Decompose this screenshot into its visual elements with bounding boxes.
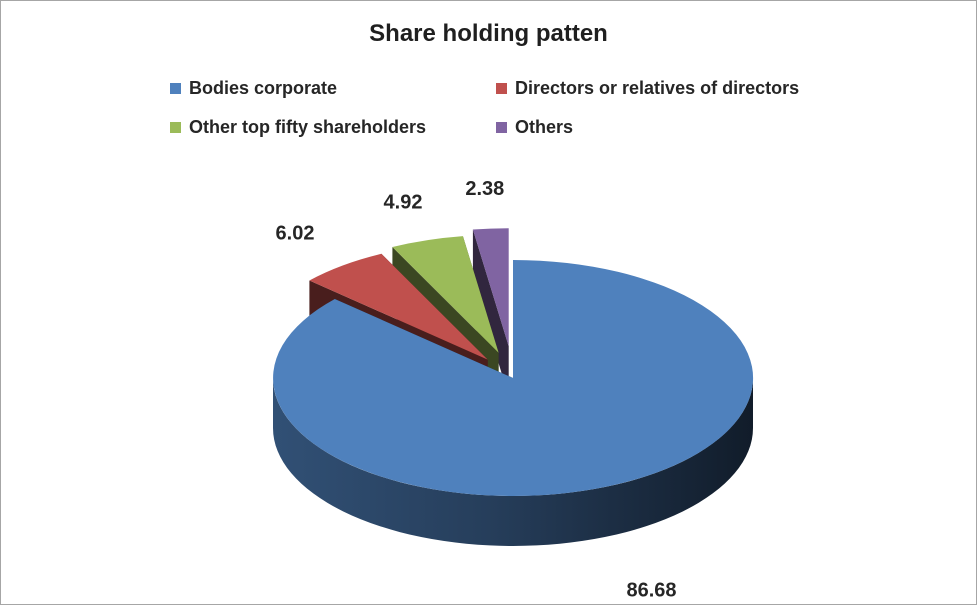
pie-slice-others: [472, 228, 509, 397]
legend-label-other-top-fifty: Other top fifty shareholders: [189, 117, 427, 137]
legend-item-other-top-fifty: Other top fifty shareholders: [170, 117, 426, 138]
pie-top-other-top-fifty-shareholders: [392, 236, 499, 353]
legend-label-others: Others: [515, 117, 574, 137]
legend-swatch-other-top-fifty: [170, 122, 181, 133]
pie-top-bodies-corporate: [273, 260, 754, 497]
pie-top-directors-or-relatives-of-directors: [309, 253, 488, 360]
pie-top-others: [472, 228, 509, 347]
data-label-bodies-corporate: 86.68: [626, 579, 676, 601]
pie-rim-bodies-corporate: [273, 378, 753, 546]
legend-swatch-directors: [496, 83, 507, 94]
legend-swatch-others: [496, 122, 507, 133]
legend-swatch-bodies-corporate: [170, 83, 181, 94]
legend-item-directors: Directors or relatives of directors: [496, 78, 799, 99]
data-label-others: 2.38: [465, 178, 504, 200]
legend-label-directors: Directors or relatives of directors: [515, 78, 800, 98]
chart-title: Share holding patten: [369, 20, 608, 47]
pie-slice-bodies-corporate: [273, 260, 754, 546]
legend-item-others: Others: [496, 117, 573, 138]
pie-wall-others-start: [472, 229, 509, 397]
data-label-directors-or-relatives-of-directors: 6.02: [276, 223, 315, 245]
legend-item-bodies-corporate: Bodies corporate: [170, 78, 337, 99]
legend-label-bodies-corporate: Bodies corporate: [189, 78, 338, 98]
data-label-other-top-fifty-shareholders: 4.92: [384, 191, 423, 213]
